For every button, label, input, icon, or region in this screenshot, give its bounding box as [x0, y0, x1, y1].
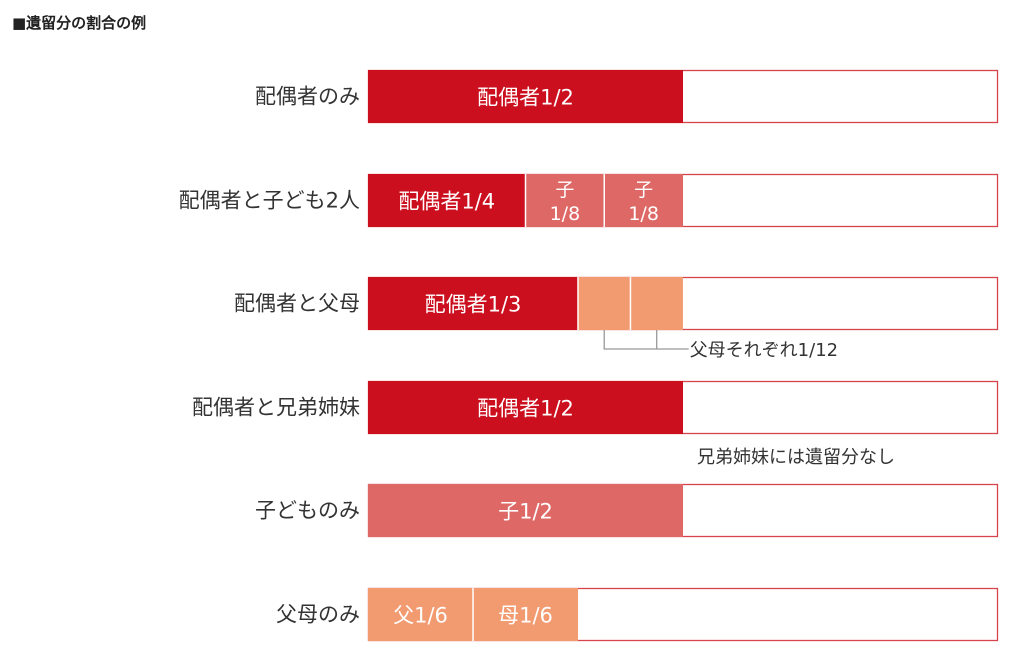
bar-segment: [473, 588, 579, 641]
bar-segment: [368, 588, 474, 641]
category-label: 子どものみ: [255, 499, 360, 523]
category-label: 父母のみ: [276, 603, 360, 627]
bar-segment: [630, 277, 683, 330]
bar-segment: [368, 277, 578, 330]
chart-row: 子どものみ 子1/2: [255, 483, 999, 538]
segment-label: 配偶者1/2: [477, 397, 574, 421]
bar-segment: [577, 277, 631, 330]
segment-label-bottom: 1/8: [628, 203, 659, 225]
bar-segment: [525, 174, 605, 227]
segment-label-top: 子: [634, 179, 653, 201]
segment-label: 配偶者1/4: [398, 190, 495, 214]
category-label: 配偶者のみ: [255, 85, 360, 109]
segment-label: 母1/6: [498, 604, 553, 628]
note-bracket: [603, 330, 689, 350]
chart-row: 配偶者のみ 配偶者1/2: [255, 69, 999, 124]
bar-segment: [368, 484, 683, 537]
segment-label: 配偶者1/3: [425, 293, 522, 317]
chart-title: ■遺留分の割合の例: [12, 14, 147, 32]
bar-segment: [368, 174, 526, 227]
segment-label-bottom: 1/8: [550, 203, 581, 225]
chart-row: 父母のみ 父1/6 母1/6: [276, 587, 999, 642]
category-label: 配偶者と子ども2人: [179, 189, 360, 213]
bar-segment: [368, 381, 683, 434]
bar-segment: [604, 174, 683, 227]
chart-row: 配偶者と父母 配偶者1/3 父母それぞれ1/12: [234, 276, 999, 361]
category-label: 配偶者と父母: [234, 292, 360, 316]
chart-row: 配偶者と兄弟姉妹 配偶者1/2 兄弟姉妹には遺留分なし: [192, 380, 999, 468]
note-label: 兄弟姉妹には遺留分なし: [697, 447, 895, 468]
category-label: 配偶者と兄弟姉妹: [192, 396, 360, 420]
segment-label-top: 子: [555, 179, 574, 201]
segment-label: 子1/2: [498, 500, 553, 524]
segment-label: 父1/6: [393, 604, 448, 628]
chart-row: 配偶者と子ども2人 配偶者1/4 子1/8子1/8: [179, 173, 999, 228]
segment-label: 配偶者1/2: [477, 86, 574, 110]
note-label: 父母それぞれ1/12: [690, 340, 838, 361]
bar-segment: [368, 70, 683, 123]
